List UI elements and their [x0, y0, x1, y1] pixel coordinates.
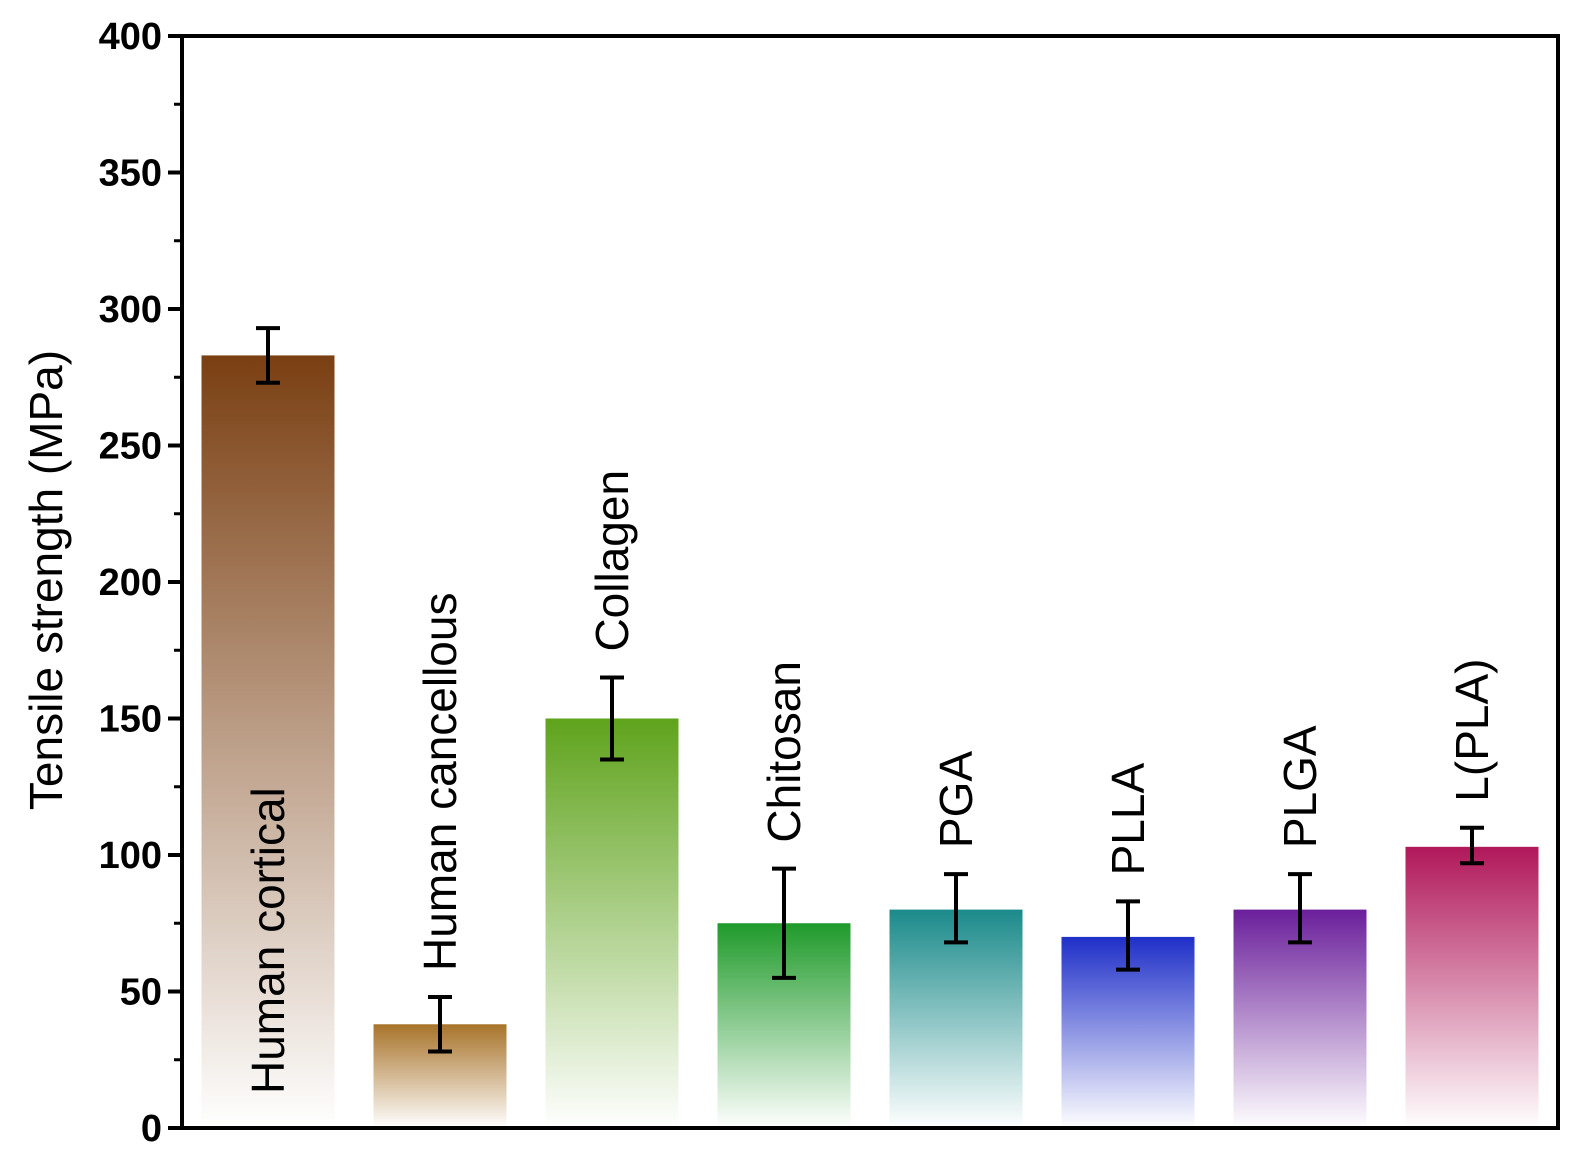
- error-bar-human-cancellous: [428, 994, 452, 1054]
- bar-label-chitosan: Chitosan: [758, 661, 810, 843]
- bar-l-pla: [1405, 846, 1539, 1128]
- bar-pga: [889, 909, 1023, 1128]
- error-bar-plla: [1116, 899, 1140, 972]
- y-tick-label-300: 300: [99, 289, 162, 331]
- error-bar-chitosan: [772, 866, 796, 980]
- error-bars-layer: [256, 326, 1484, 1054]
- error-bar-collagen: [600, 675, 624, 762]
- y-tick-label-250: 250: [99, 426, 162, 468]
- bar-collagen: [545, 718, 679, 1128]
- error-bar-plga: [1288, 872, 1312, 945]
- bars-layer: [201, 355, 1539, 1128]
- bar-label-collagen: Collagen: [586, 470, 638, 652]
- bar-human-cortical: [201, 355, 335, 1128]
- bar-label-human-cancellous: Human cancellous: [414, 593, 466, 971]
- y-tick-label-0: 0: [141, 1108, 162, 1150]
- axes-layer: 0 50 100 150 200 250 300 350 400: [99, 16, 1560, 1150]
- y-tick-label-150: 150: [99, 699, 162, 741]
- y-tick-label-50: 50: [120, 972, 162, 1014]
- bar-plga: [1233, 909, 1367, 1128]
- y-tick-label-400: 400: [99, 16, 162, 58]
- bar-label-pga: PGA: [930, 751, 982, 848]
- y-axis-title: Tensile strength (MPa): [20, 350, 72, 810]
- y-tick-label-200: 200: [99, 562, 162, 604]
- error-bar-human-cortical: [256, 326, 280, 385]
- bar-labels-layer: Human cortical Human cancellous Collagen Ch…: [242, 470, 1498, 1094]
- y-tick-label-100: 100: [99, 835, 162, 877]
- bar-label-l-pla: L(PLA): [1446, 659, 1498, 802]
- bar-label-plla: PLLA: [1102, 763, 1154, 876]
- y-tick-label-350: 350: [99, 153, 162, 195]
- error-bar-pga: [944, 872, 968, 945]
- bar-label-plga: PLGA: [1274, 725, 1326, 848]
- bar-label-human-cortical: Human cortical: [242, 787, 294, 1094]
- error-bar-l-pla: [1460, 825, 1484, 866]
